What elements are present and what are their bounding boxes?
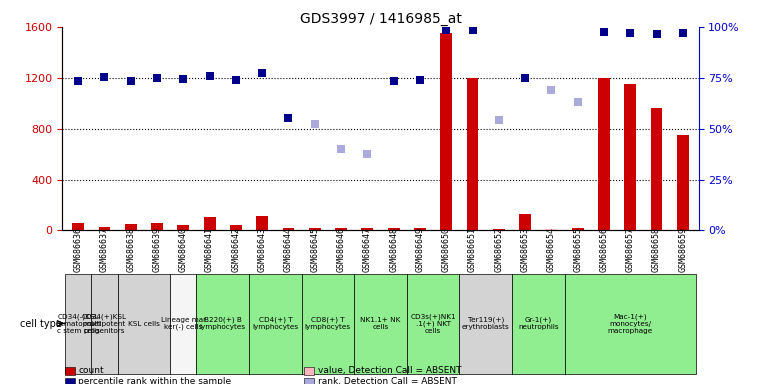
Bar [151, 223, 163, 230]
Bar [387, 228, 400, 230]
Text: CD8(+) T
lymphocytes: CD8(+) T lymphocytes [305, 317, 351, 330]
Text: CD34(-)KSL
hematopoiet
c stem cells: CD34(-)KSL hematopoiet c stem cells [56, 313, 101, 334]
Text: value, Detection Call = ABSENT: value, Detection Call = ABSENT [318, 366, 462, 376]
FancyBboxPatch shape [196, 274, 249, 374]
Text: Ter119(+)
erythroblasts: Ter119(+) erythroblasts [462, 317, 510, 330]
Text: GSM686656: GSM686656 [600, 227, 609, 271]
Text: Lineage mar
ker(-) cells: Lineage mar ker(-) cells [161, 317, 206, 330]
Text: GSM686645: GSM686645 [310, 227, 320, 271]
Text: GSM686650: GSM686650 [441, 227, 451, 271]
Bar [414, 228, 426, 230]
Text: Mac-1(+)
monocytes/
macrophage: Mac-1(+) monocytes/ macrophage [607, 313, 653, 334]
Bar [493, 229, 505, 230]
Text: GSM686646: GSM686646 [336, 227, 345, 271]
Text: Gr-1(+)
neutrophils: Gr-1(+) neutrophils [518, 317, 559, 330]
Bar [72, 223, 84, 230]
Text: GSM686653: GSM686653 [521, 227, 530, 271]
FancyBboxPatch shape [91, 274, 118, 374]
Text: rank, Detection Call = ABSENT: rank, Detection Call = ABSENT [318, 377, 457, 384]
Bar [65, 367, 75, 375]
Bar [204, 217, 215, 230]
FancyBboxPatch shape [565, 274, 696, 374]
Text: CD34(+)KSL
multipotent
progenitors: CD34(+)KSL multipotent progenitors [82, 313, 127, 334]
Title: GDS3997 / 1416985_at: GDS3997 / 1416985_at [300, 12, 461, 26]
Text: GSM686652: GSM686652 [495, 227, 503, 271]
Text: GSM686644: GSM686644 [284, 227, 293, 271]
Bar [651, 108, 662, 230]
FancyBboxPatch shape [249, 274, 301, 374]
Text: GSM686657: GSM686657 [626, 227, 635, 271]
Text: GSM686658: GSM686658 [652, 227, 661, 271]
Bar [304, 378, 314, 384]
Bar [546, 229, 557, 230]
Text: KSL cells: KSL cells [128, 321, 160, 326]
Bar [230, 225, 242, 230]
Bar [256, 217, 268, 230]
Bar [441, 33, 452, 230]
Text: B220(+) B
lymphocytes: B220(+) B lymphocytes [199, 317, 246, 330]
Bar [624, 84, 636, 230]
Text: GSM686640: GSM686640 [179, 227, 188, 271]
Text: GSM686642: GSM686642 [231, 227, 240, 271]
Text: NK1.1+ NK
cells: NK1.1+ NK cells [360, 317, 401, 330]
Text: GSM686648: GSM686648 [389, 227, 398, 271]
Bar [65, 378, 75, 384]
Bar [466, 78, 479, 230]
Text: GSM686649: GSM686649 [416, 227, 425, 271]
Bar [177, 225, 189, 230]
FancyBboxPatch shape [301, 274, 354, 374]
Text: count: count [78, 366, 104, 376]
Text: GSM686659: GSM686659 [678, 227, 687, 271]
Bar [677, 135, 689, 230]
Text: GSM686654: GSM686654 [547, 227, 556, 271]
Text: GSM686637: GSM686637 [100, 227, 109, 271]
Bar [598, 78, 610, 230]
Bar [309, 228, 320, 230]
FancyBboxPatch shape [407, 274, 460, 374]
Bar [361, 228, 373, 230]
Text: GSM686651: GSM686651 [468, 227, 477, 271]
Text: GSM686655: GSM686655 [573, 227, 582, 271]
Text: CD4(+) T
lymphocytes: CD4(+) T lymphocytes [253, 317, 298, 330]
FancyBboxPatch shape [118, 274, 170, 374]
Bar [572, 228, 584, 230]
Bar [335, 228, 347, 230]
FancyBboxPatch shape [354, 274, 407, 374]
FancyBboxPatch shape [65, 274, 91, 374]
Bar [282, 228, 295, 230]
Bar [304, 367, 314, 375]
Text: GSM686647: GSM686647 [363, 227, 372, 271]
Text: percentile rank within the sample: percentile rank within the sample [78, 377, 231, 384]
Text: GSM686639: GSM686639 [152, 227, 161, 271]
Text: GSM686638: GSM686638 [126, 227, 135, 271]
Bar [519, 214, 531, 230]
Text: GSM686643: GSM686643 [258, 227, 266, 271]
FancyBboxPatch shape [170, 274, 196, 374]
Bar [125, 224, 137, 230]
Text: CD3s(+)NK1
.1(+) NKT
cells: CD3s(+)NK1 .1(+) NKT cells [410, 313, 456, 334]
Bar [99, 227, 110, 230]
Text: cell type: cell type [20, 318, 62, 329]
Text: GSM686636: GSM686636 [74, 227, 83, 271]
FancyBboxPatch shape [512, 274, 565, 374]
Text: GSM686641: GSM686641 [205, 227, 214, 271]
FancyBboxPatch shape [460, 274, 512, 374]
